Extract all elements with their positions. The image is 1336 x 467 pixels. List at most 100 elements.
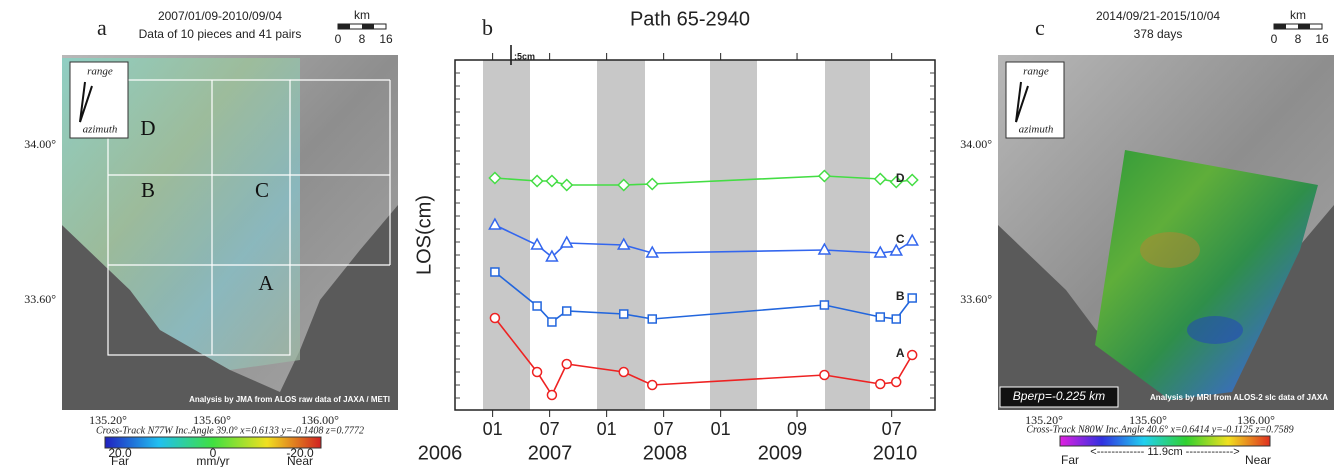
x-group-label: 2009 — [758, 442, 803, 464]
colorbar-tick: -20.0 — [286, 446, 314, 460]
series-label: B — [896, 289, 905, 303]
region-label: D — [140, 116, 155, 140]
series-line — [494, 224, 913, 259]
marker — [618, 366, 629, 378]
panel-c: c 2014/09/21-2015/10/04 378 days km 0 8 … — [960, 8, 1334, 467]
marker — [889, 243, 904, 256]
colorbar-tick: 20.0 — [108, 446, 132, 460]
y-axis-label: LOS(cm) — [413, 195, 435, 275]
map-title: 2007/01/09-2010/09/04 — [158, 9, 282, 23]
marker — [488, 171, 502, 185]
region-label: B — [141, 178, 155, 202]
credit: Analysis by MRI from ALOS-2 slc data of … — [1150, 393, 1328, 402]
marker — [819, 300, 830, 310]
scale-unit: km — [354, 8, 370, 22]
bperp-label: Bperp=-0.225 km — [1013, 389, 1105, 403]
lon-label: 135.20° — [89, 413, 127, 427]
marker — [873, 245, 888, 258]
bperp-box — [999, 386, 1119, 408]
x-tick-label: 07 — [654, 419, 674, 439]
lat-label: 34.00° — [24, 137, 56, 151]
region-grid — [107, 79, 391, 356]
series-line — [494, 271, 913, 324]
marker — [817, 242, 832, 255]
marker — [645, 245, 660, 258]
shaded-periods — [483, 60, 870, 410]
marker — [490, 267, 500, 277]
series-label: D — [896, 171, 905, 185]
marker — [559, 235, 574, 248]
x-group-label: 2010 — [873, 442, 918, 464]
x-tick-label: 07 — [882, 419, 902, 439]
credit: Analysis by JMA from ALOS raw data of JA… — [189, 395, 390, 404]
marker — [647, 314, 657, 324]
lat-label: 33.60° — [24, 292, 56, 306]
x-group-label: 2007 — [528, 442, 573, 464]
marker — [873, 172, 887, 186]
colorbar-far: Far — [111, 454, 129, 467]
map-subtitle: 378 days — [1134, 27, 1183, 41]
marker — [890, 376, 902, 388]
x-group-label: 2006 — [418, 442, 463, 464]
direction-box — [69, 61, 129, 139]
colorbar-near: Near — [287, 454, 313, 467]
lat-label: 33.60° — [960, 292, 992, 306]
marker — [617, 178, 631, 192]
scale-tick: 16 — [379, 32, 393, 46]
colorbar-near: Near — [1245, 453, 1271, 467]
marker — [561, 358, 572, 370]
map-subtitle: Data of 10 pieces and 41 pairs — [139, 27, 302, 41]
direction-arrow — [79, 81, 93, 123]
marker — [545, 174, 559, 188]
marker — [618, 309, 629, 319]
scale-unit: km — [1290, 8, 1306, 22]
scale-bar — [362, 24, 374, 29]
marker — [561, 306, 572, 316]
marker — [531, 366, 543, 378]
marker — [875, 312, 886, 322]
panel-b: b Path 65-2940 LOS(cm) :5cm 01 07 01 07 01 09… — [413, 8, 936, 464]
panel-letter: b — [482, 15, 493, 40]
lon-label: 135.60° — [1129, 413, 1167, 427]
marker — [906, 349, 918, 361]
marker — [891, 314, 901, 324]
deformation-patch — [1187, 316, 1243, 344]
marker — [905, 173, 919, 187]
lat-label: 34.00° — [960, 137, 992, 151]
lon-label: 136.00° — [1237, 413, 1275, 427]
map-title: 2014/09/21-2015/10/04 — [1096, 9, 1220, 23]
scale-tick: 16 — [1315, 32, 1329, 46]
marker — [616, 237, 631, 250]
x-group-label: 2008 — [643, 442, 688, 464]
scale-label: :5cm — [514, 51, 535, 61]
series-line — [494, 317, 913, 397]
scale-bar — [1298, 24, 1310, 29]
scale-bar — [338, 24, 350, 29]
x-tick-label: 01 — [597, 419, 617, 439]
marker — [547, 317, 557, 327]
geometry-note: Cross-Track N77W Inc.Angle 39.0° x=0.613… — [96, 425, 364, 436]
panel-a: a 2007/01/09-2010/09/04 Data of 10 piece… — [24, 8, 398, 467]
lon-label: 136.00° — [301, 413, 339, 427]
colorbar-tick: 0 — [210, 446, 217, 460]
deformation-map — [1095, 150, 1318, 400]
marker — [530, 174, 544, 188]
direction-box — [1005, 61, 1065, 139]
marker — [819, 369, 830, 381]
chart-title: Path 65-2940 — [630, 8, 750, 30]
x-tick-label: 01 — [483, 419, 503, 439]
scale-bar — [1274, 24, 1286, 29]
azimuth-label: azimuth — [83, 124, 118, 136]
marker — [532, 301, 542, 311]
deformation-patch — [1140, 232, 1200, 268]
colorbar-span: <------------- 11.9cm -------------> — [1090, 446, 1239, 458]
region-label: C — [255, 178, 269, 202]
panel-letter: a — [97, 15, 107, 40]
marker — [545, 249, 559, 262]
colorbar-unit: mm/yr — [196, 454, 229, 467]
scale-tick: 8 — [359, 32, 366, 46]
range-label: range — [1023, 66, 1049, 78]
series-label: C — [896, 232, 905, 246]
marker — [646, 379, 658, 391]
